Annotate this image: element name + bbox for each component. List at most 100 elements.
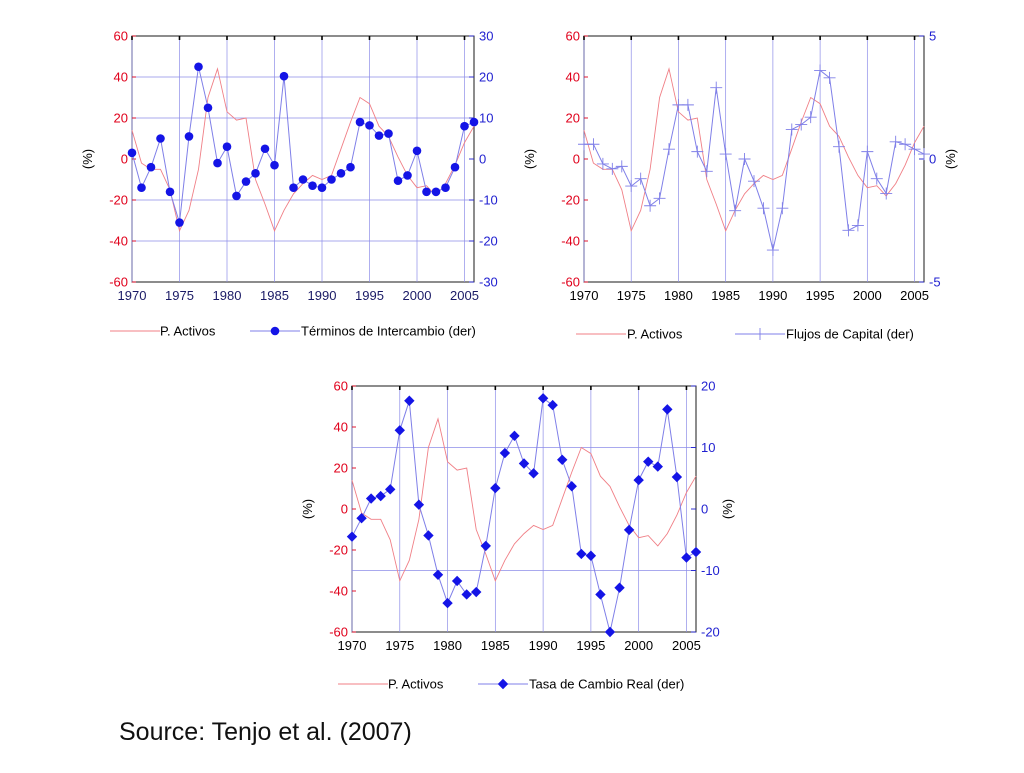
chart-1-point [137,183,146,192]
chart-3-point [365,493,377,504]
chart-3-ytick-label: -40 [329,584,348,599]
chart-3-xtick-label: 1990 [529,638,558,653]
chart-2-point [851,219,864,232]
chart-3-point [604,626,616,638]
chart-2-point [814,64,827,77]
chart-1-point [450,162,460,172]
chart-3-point [614,582,625,593]
chart-3-ylabel-right: (%) [720,499,735,519]
chart-1-xtick-label: 1990 [308,288,337,303]
chart-1-point [346,162,355,172]
chart-3-point [662,404,673,415]
chart-1-xtick-label: 2000 [403,288,432,303]
chart-2-point [880,187,893,200]
chart-2-point [738,153,751,165]
chart-3-point [585,550,597,561]
chart-2-point [663,143,675,156]
chart-3-ytick-label: 20 [334,461,348,476]
chart-3-xtick-label: 1970 [338,638,367,653]
chart-3-ylabel: (%) [300,499,315,519]
chart-3-point [499,447,511,459]
chart-1-point [317,183,327,192]
chart-1-point [279,71,289,81]
chart-2-point [889,135,902,148]
chart-1-y2tick-label: 20 [479,70,493,85]
chart-3: -60 -40 -20 0 20 40 60 -20 -10 0 10 20 1970 1975 1980 1… [300,379,735,692]
chart-3-point [557,454,568,465]
chart-1-point [365,121,374,130]
chart-1-legend-marker [270,326,280,336]
chart-3-point [681,552,692,563]
chart-3-point [547,399,558,411]
chart-2-xtick-label: 1980 [664,288,693,303]
chart-3-point [509,430,520,442]
chart-1-legend-label-1: P. Activos [160,324,216,339]
chart-3-point [432,569,444,581]
chart-1-point [241,177,251,186]
chart-1-point [146,162,156,172]
chart-1-point [213,158,222,168]
chart-2-ytick-label: -20 [561,193,580,208]
chart-1-point [308,181,317,190]
chart-1-ylabel: (%) [80,149,95,169]
chart-1-point [270,160,279,170]
chart-1-point [203,103,213,113]
chart-3-point [413,499,425,510]
chart-3-series-p-activos-line [351,417,697,583]
chart-2-point [823,71,836,84]
chart-1-point [175,218,184,227]
chart-3-xtick-label: 1980 [433,638,462,653]
chart-2-ytick-label: -60 [561,275,580,290]
chart-2-y2tick-label: 5 [929,29,936,44]
chart-3-point [528,468,539,479]
chart-2-point [833,140,845,153]
chart-3-point [375,490,386,502]
chart-3-point [490,482,501,494]
chart-2-point [729,204,742,217]
chart-1-point [194,62,203,72]
chart-1-point [393,176,403,186]
chart-2-point [653,192,666,205]
chart-3-point [576,548,587,560]
chart-3-point [595,589,606,600]
chart-3-point [356,513,367,524]
chart-2-point [766,244,779,257]
chart-1-point [165,187,175,197]
chart-3-ytick-label: 60 [334,379,348,394]
chart-1-point [431,187,441,197]
chart-2-ylabel: (%) [522,149,537,169]
chart-3-xtick-label: 1995 [576,638,605,653]
chart-1-point [327,175,336,184]
chart-3-point [518,458,530,469]
chart-3-y2tick-label: 20 [701,379,715,394]
chart-2-point [625,180,638,193]
chart-2-xtick-label: 2005 [900,288,929,303]
chart-1-point [222,142,232,151]
chart-1-point [336,169,346,178]
chart-2-xtick-label: 1995 [806,288,835,303]
chart-2-ytick-label: 60 [566,29,580,44]
chart-2-ytick-label: 0 [573,152,580,167]
chart-3-legend-marker [497,678,509,690]
chart-1-point [251,169,260,178]
chart-1-point [460,121,469,131]
chart-1-series-p-activos-line [131,67,475,233]
chart-3-point [394,425,405,436]
chart-2-xtick-label: 1985 [711,288,740,303]
chart-1-ytick-label: -40 [109,234,128,249]
chart-2-xtick-label: 2000 [853,288,882,303]
chart-2-point [748,175,760,188]
chart-3-xtick-label: 2005 [672,638,701,653]
chart-2-frame [583,35,925,283]
chart-3-y2tick-label: -20 [701,625,720,640]
chart-2-series-p-activos-line [583,67,925,233]
chart-1-point [403,171,412,180]
chart-2-ylabel-right: (%) [943,149,958,169]
chart-1-point [298,175,308,184]
chart-3-legend-label-2: Tasa de Cambio Real (der) [529,677,684,692]
chart-2-point [870,172,883,185]
chart-2-point [710,81,723,94]
chart-2-xtick-label: 1970 [570,288,599,303]
chart-1-y2tick-label: -10 [479,193,498,208]
